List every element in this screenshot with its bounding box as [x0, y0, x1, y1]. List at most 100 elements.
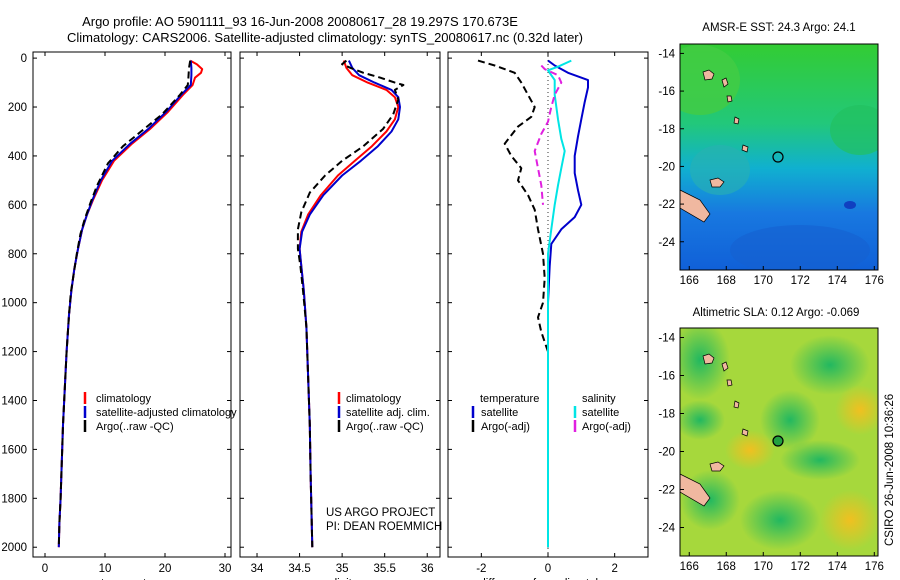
island: [721, 77, 729, 88]
map-y-tick-label: -20: [658, 161, 675, 173]
x-tick-label: 34.5: [288, 563, 310, 575]
island: [709, 177, 725, 188]
legend-title-salinity: salinity: [582, 393, 616, 405]
project-credit: US ARGO PROJECT: [326, 507, 435, 519]
map-x-tick-label: 166: [680, 561, 699, 573]
pi-credit: PI: DEAN ROEMMICH: [326, 521, 442, 533]
map-x-tick-label: 168: [717, 561, 736, 573]
temperature-legend: climatology satellite-adjusted climatolo…: [83, 392, 237, 433]
x-tick-label: 0: [545, 563, 551, 575]
figure-title-line2: Climatology: CARS2006. Satellite-adjuste…: [67, 30, 583, 45]
salinity-panel: 34 34.5 35 35.5 36 salinity: [239, 51, 441, 580]
x-tick-label: 36: [421, 563, 434, 575]
legend-label-climatology: climatology: [96, 393, 152, 405]
map-y-tick-label: -24: [658, 237, 675, 249]
island: [702, 353, 715, 365]
map-y-tick-label: -14: [658, 333, 675, 345]
x-tick-label: 35: [336, 563, 349, 575]
map-x-tick-label: 176: [865, 275, 884, 287]
y-tick-label: 200: [8, 102, 27, 114]
series-line-satellite-salinity: [547, 59, 572, 548]
sla-map-frame: [679, 327, 879, 557]
island: [709, 461, 725, 472]
x-axis-label: temperature: [101, 578, 163, 580]
sst-map: [680, 44, 878, 270]
x-tick-label: 30: [219, 563, 232, 575]
map-x-tick-label: 174: [828, 561, 848, 573]
island: [726, 95, 733, 103]
map-x-tick-label: 170: [754, 275, 773, 287]
sst-map-frame: [679, 43, 879, 271]
legend-title-temperature: temperature: [480, 393, 539, 405]
x-axis-label: difference from climatology: [479, 578, 616, 580]
y-tick-label: 2000: [1, 542, 27, 554]
x-tick-label: 2: [611, 563, 617, 575]
legend-label-sat-sal: satellite: [582, 407, 619, 419]
map-x-tick-label: 172: [791, 275, 810, 287]
x-tick-label: 34: [251, 563, 264, 575]
map-y-tick-label: -24: [658, 523, 675, 535]
x-tick-label: -2: [476, 563, 486, 575]
y-tick-label: 400: [8, 151, 27, 163]
difference-legend: temperature salinity satellite Argo(-adj…: [471, 393, 631, 433]
map-x-tick-label: 176: [865, 561, 884, 573]
legend-label-satellite: satellite adj. clim.: [346, 407, 430, 419]
csiro-timestamp: CSIRO 26-Jun-2008 10:36:26: [884, 394, 896, 546]
series-line-argo-raw-qc: [57, 60, 192, 548]
sla-map-axes: 166 168 170 172 174 176 -14 -16 -18 -20 -22 -24: [658, 333, 884, 574]
argo-float-marker: [772, 151, 784, 163]
temperature-panel: 0 10 20 30 0 200 400 600 800 1000 1200 1400 1600 1800…: [1, 51, 232, 580]
island: [741, 144, 749, 153]
series-line-satellite-temperature: [547, 59, 589, 548]
y-tick-label: 0: [21, 53, 27, 65]
legend-label-argo: Argo(..raw -QC): [346, 421, 424, 433]
series-line-argo-adj-temperature: [477, 59, 549, 548]
map-y-tick-label: -18: [658, 409, 675, 421]
legend-label-argo-temp: Argo(-adj): [481, 421, 530, 433]
sla-map-islands: [679, 353, 784, 507]
x-tick-label: 0: [42, 563, 48, 575]
sst-map-islands: [679, 69, 784, 223]
island: [702, 69, 715, 81]
y-tick-label: 1000: [1, 298, 27, 310]
map-y-tick-label: -14: [658, 48, 675, 60]
map-y-tick-label: -20: [658, 447, 675, 459]
map-y-tick-label: -22: [658, 485, 675, 497]
figure-title-line1: Argo profile: AO 5901111_93 16-Jun-2008 …: [82, 14, 518, 29]
island: [741, 428, 749, 437]
map-x-tick-label: 174: [828, 275, 848, 287]
series-line-argo-raw-qc: [296, 59, 405, 548]
difference-panel: -2 0 2 difference from climatology: [447, 51, 649, 580]
map-y-tick-label: -16: [658, 371, 675, 383]
sla-map-title: Altimetric SLA: 0.12 Argo: -0.069: [693, 307, 860, 319]
x-tick-label: 20: [159, 563, 172, 575]
argo-float-marker: [772, 435, 784, 447]
plot-frame: [32, 51, 232, 558]
legend-label-satellite: satellite-adjusted climatology: [96, 407, 237, 419]
island: [726, 379, 733, 387]
y-tick-label: 1200: [1, 347, 27, 359]
legend-label-sat-temp: satellite: [481, 407, 518, 419]
y-tick-label: 1600: [1, 444, 27, 456]
x-tick-label: 10: [99, 563, 112, 575]
map-x-tick-label: 166: [680, 275, 699, 287]
y-tick-label: 1800: [1, 493, 27, 505]
plot-frame: [239, 51, 441, 558]
legend-label-argo: Argo(..raw -QC): [96, 421, 174, 433]
salinity-legend: climatology satellite adj. clim. Argo(..…: [337, 392, 430, 433]
series-line-argo-adj-salinity: [533, 64, 563, 205]
island: [721, 361, 729, 372]
y-tick-label: 1400: [1, 395, 27, 407]
island: [733, 400, 740, 409]
y-tick-label: 800: [8, 249, 27, 261]
x-tick-label: 35.5: [373, 563, 395, 575]
legend-label-climatology: climatology: [346, 393, 402, 405]
map-y-tick-label: -16: [658, 86, 675, 98]
map-x-tick-label: 170: [754, 561, 773, 573]
x-axis-label: salinity: [322, 578, 357, 580]
sst-map-title: AMSR-E SST: 24.3 Argo: 24.1: [702, 22, 855, 34]
y-tick-label: 600: [8, 200, 27, 212]
island: [733, 116, 740, 125]
map-y-tick-label: -18: [658, 124, 675, 136]
